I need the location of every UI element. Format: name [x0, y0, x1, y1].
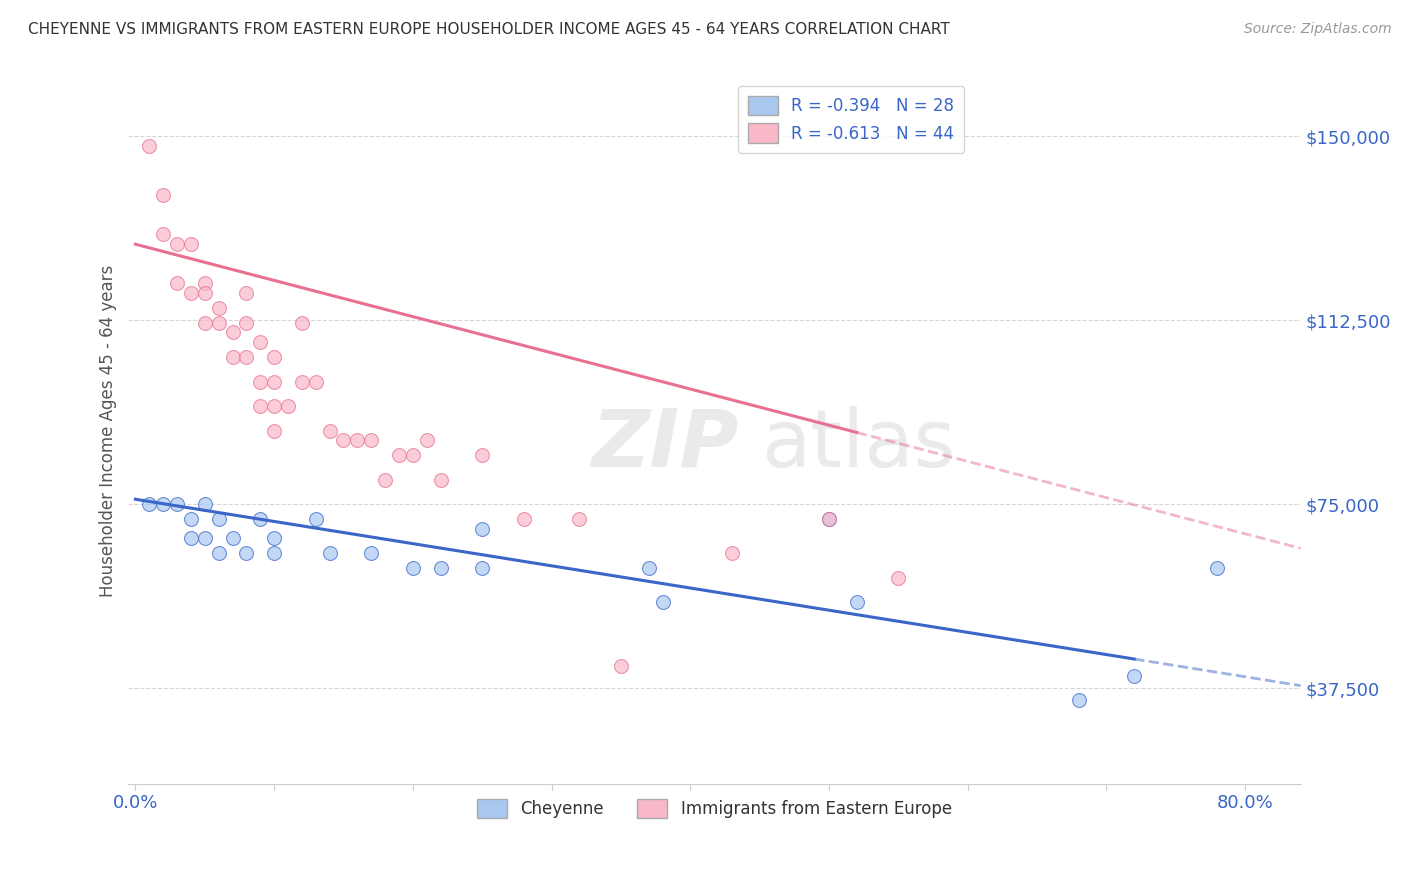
- Point: [346, 434, 368, 448]
- Point: [180, 512, 202, 526]
- Point: [263, 546, 285, 560]
- Point: [166, 497, 188, 511]
- Text: CHEYENNE VS IMMIGRANTS FROM EASTERN EUROPE HOUSEHOLDER INCOME AGES 45 - 64 YEARS: CHEYENNE VS IMMIGRANTS FROM EASTERN EURO…: [28, 22, 950, 37]
- Point: [208, 546, 231, 560]
- Point: [360, 434, 382, 448]
- Point: [263, 399, 285, 413]
- Point: [166, 277, 188, 291]
- Point: [471, 448, 494, 462]
- Point: [221, 532, 243, 546]
- Point: [429, 561, 451, 575]
- Point: [402, 448, 425, 462]
- Point: [291, 375, 314, 389]
- Point: [138, 139, 160, 153]
- Point: [721, 546, 744, 560]
- Text: Source: ZipAtlas.com: Source: ZipAtlas.com: [1244, 22, 1392, 37]
- Point: [318, 424, 340, 438]
- Point: [194, 286, 217, 301]
- Point: [887, 571, 910, 585]
- Point: [388, 448, 411, 462]
- Point: [305, 375, 328, 389]
- Point: [235, 286, 257, 301]
- Point: [374, 473, 396, 487]
- Point: [305, 512, 328, 526]
- Point: [277, 399, 299, 413]
- Point: [291, 316, 314, 330]
- Point: [360, 546, 382, 560]
- Point: [208, 316, 231, 330]
- Point: [332, 434, 354, 448]
- Point: [818, 512, 841, 526]
- Point: [249, 335, 271, 350]
- Point: [610, 659, 633, 673]
- Point: [263, 375, 285, 389]
- Point: [235, 546, 257, 560]
- Point: [471, 522, 494, 536]
- Y-axis label: Householder Income Ages 45 - 64 years: Householder Income Ages 45 - 64 years: [100, 264, 117, 597]
- Point: [221, 326, 243, 340]
- Point: [180, 286, 202, 301]
- Point: [845, 595, 868, 609]
- Point: [194, 316, 217, 330]
- Point: [166, 237, 188, 252]
- Point: [263, 532, 285, 546]
- Point: [152, 227, 174, 242]
- Point: [152, 188, 174, 202]
- Text: ZIP: ZIP: [591, 406, 738, 483]
- Point: [318, 546, 340, 560]
- Point: [208, 512, 231, 526]
- Point: [1123, 669, 1146, 683]
- Point: [180, 237, 202, 252]
- Point: [651, 595, 673, 609]
- Point: [194, 497, 217, 511]
- Point: [249, 375, 271, 389]
- Point: [194, 532, 217, 546]
- Point: [235, 316, 257, 330]
- Legend: Cheyenne, Immigrants from Eastern Europe: Cheyenne, Immigrants from Eastern Europe: [471, 792, 959, 825]
- Point: [1067, 693, 1090, 707]
- Point: [415, 434, 437, 448]
- Point: [637, 561, 659, 575]
- Point: [208, 301, 231, 315]
- Point: [152, 497, 174, 511]
- Point: [568, 512, 591, 526]
- Point: [1206, 561, 1229, 575]
- Point: [513, 512, 536, 526]
- Point: [263, 350, 285, 364]
- Point: [138, 497, 160, 511]
- Point: [249, 512, 271, 526]
- Point: [194, 277, 217, 291]
- Point: [263, 424, 285, 438]
- Point: [818, 512, 841, 526]
- Point: [249, 399, 271, 413]
- Point: [221, 350, 243, 364]
- Point: [471, 561, 494, 575]
- Point: [402, 561, 425, 575]
- Point: [235, 350, 257, 364]
- Text: atlas: atlas: [762, 406, 956, 483]
- Point: [429, 473, 451, 487]
- Point: [180, 532, 202, 546]
